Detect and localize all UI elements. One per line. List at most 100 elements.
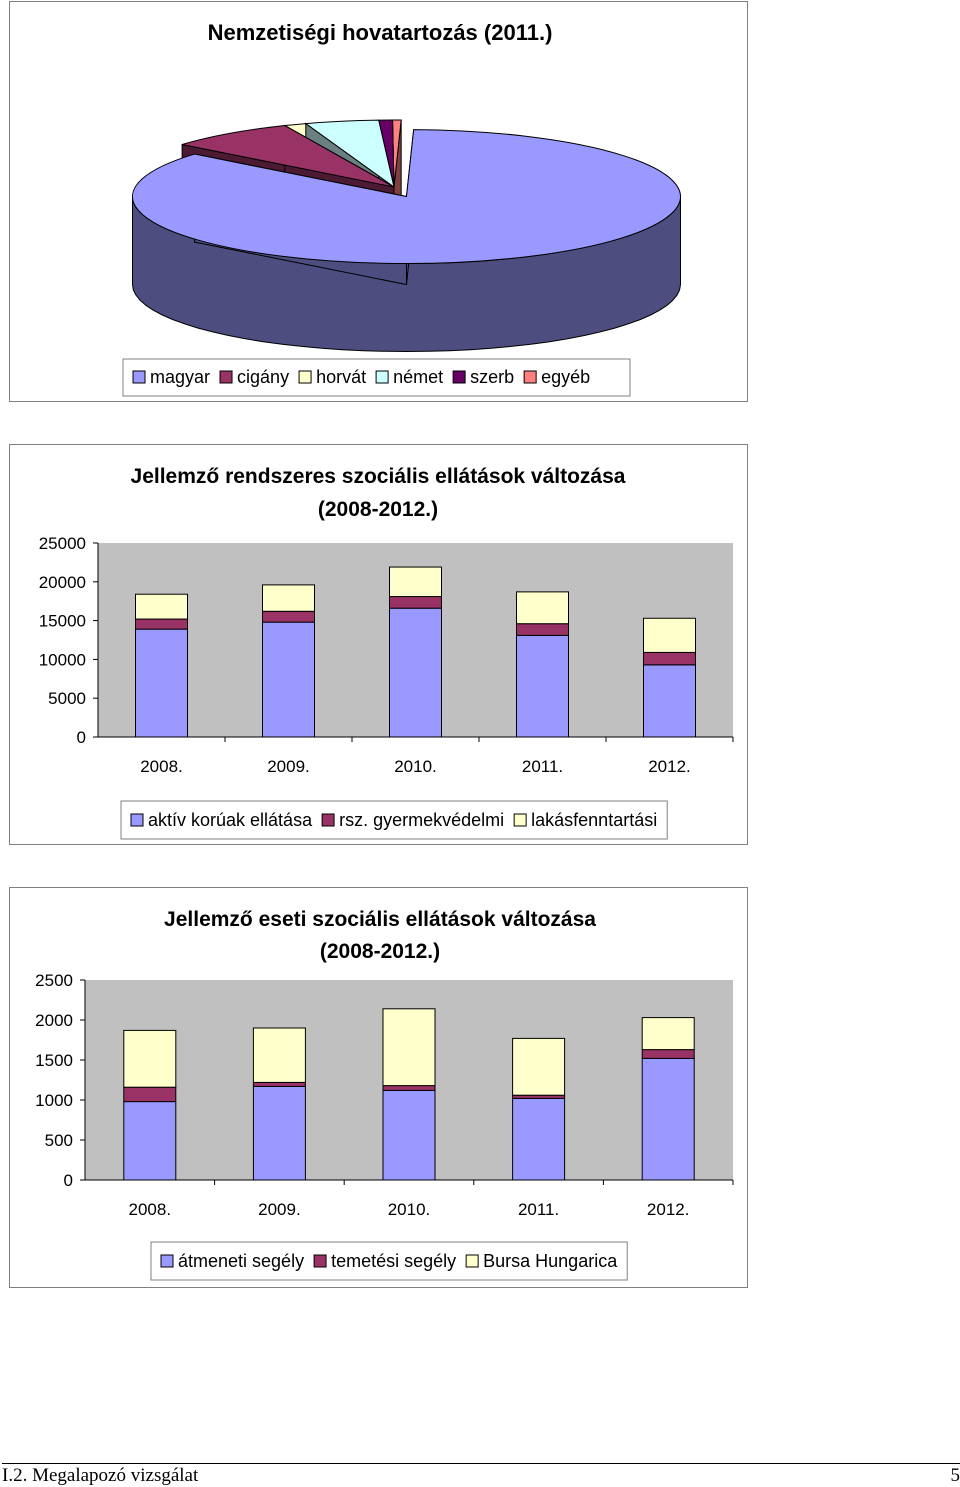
bar2-bar-bursa-hungarica-2009 <box>252 1027 306 1083</box>
legend-label-rsz-gyermekvedelmi: rsz. gyermekvédelmi <box>339 810 504 830</box>
bar1-bar-aktiv-koruak-ellatasa-2012 <box>643 664 696 738</box>
bar-chart-regular: Jellemző rendszeres szociális ellátások … <box>39 465 734 840</box>
legend-item-rsz-gyermekvedelmi: rsz. gyermekvédelmi <box>321 810 504 830</box>
legend-label-atmeneti-segely: átmeneti segély <box>178 1251 304 1271</box>
bar2-x-tick-label-2011: 2011. <box>518 1200 559 1219</box>
bar2-y-tick-label: 1500 <box>35 1051 73 1070</box>
bar2-y-tick-label: 1000 <box>35 1091 73 1110</box>
legend-item-bursa-hungarica: Bursa Hungarica <box>465 1251 618 1271</box>
legend-label-aktiv-koruak-ellatasa: aktív korúak ellátása <box>148 810 313 830</box>
bar1-y-tick-label: 20000 <box>39 573 86 592</box>
bar1-bar-rsz-gyermekvedelmi-2008 <box>135 618 188 630</box>
bar2-bar-atmeneti-segely-2012 <box>641 1057 695 1181</box>
bar2-bar-atmeneti-segely-2010 <box>382 1089 436 1181</box>
bar2-bar-bursa-hungarica-2011 <box>512 1037 566 1096</box>
legend-label-szerb: szerb <box>470 367 514 387</box>
pie-chart: Nemzetiségi hovatartozás (2011.) magyar c… <box>122 20 681 397</box>
pie-slice-magyar <box>132 129 681 353</box>
legend-swatch-rsz-gyermekvedelmi <box>321 813 335 827</box>
bar-chart-occasional-plot: 0 500 1000 1500 2000 2500 2008. 2009. 2010. 2011.… <box>35 971 734 1219</box>
bar1-bar-lakasfenntartasi-2010 <box>389 566 442 598</box>
legend-label-magyar: magyar <box>150 367 210 387</box>
legend-swatch-szerb <box>452 370 466 384</box>
bar2-bar-temetesi-segely-2010 <box>382 1085 436 1091</box>
bar1-bar-aktiv-koruak-ellatasa-2008 <box>135 628 188 738</box>
legend-swatch-temetesi-segely <box>313 1254 327 1268</box>
bar-chart-occasional-panel: Jellemző eseti szociális ellátások válto… <box>9 887 748 1288</box>
legend-item-cigany: cigány <box>219 367 289 387</box>
footer-page-number: 5 <box>950 1465 960 1486</box>
bar1-bar-rsz-gyermekvedelmi-2011 <box>516 623 569 636</box>
bar1-bar-aktiv-koruak-ellatasa-2010 <box>389 607 442 738</box>
bar1-y-tick-label: 15000 <box>39 612 86 631</box>
legend-item-magyar: magyar <box>132 367 210 387</box>
legend-swatch-cigany <box>219 370 233 384</box>
bar-chart-regular-panel: Jellemző rendszeres szociális ellátások … <box>9 444 748 845</box>
legend-label-lakasfenntartasi: lakásfenntartási <box>531 810 657 830</box>
pie-chart-title: Nemzetiségi hovatartozás (2011.) <box>208 20 553 45</box>
bar-chart-regular-legend: aktív korúak ellátása rsz. gyermekvédelmi… <box>120 800 668 840</box>
legend-swatch-bursa-hungarica <box>465 1254 479 1268</box>
bar1-bar-rsz-gyermekvedelmi-2010 <box>389 596 442 609</box>
legend-label-nemet: német <box>393 367 443 387</box>
bar1-y-tick-label: 25000 <box>39 534 86 553</box>
legend-item-horvat: horvát <box>298 367 366 387</box>
bar1-bar-rsz-gyermekvedelmi-2009 <box>262 610 315 623</box>
legend-swatch-lakasfenntartasi <box>513 813 527 827</box>
legend-swatch-magyar <box>132 370 146 384</box>
bar1-bar-aktiv-koruak-ellatasa-2009 <box>262 621 315 738</box>
legend-label-horvat: horvát <box>316 367 366 387</box>
bar-chart-occasional-title-line1: Jellemző eseti szociális ellátások válto… <box>164 908 596 931</box>
bar1-bar-lakasfenntartasi-2012 <box>643 617 696 653</box>
pie-chart-panel: Nemzetiségi hovatartozás (2011.) magyar c… <box>9 1 748 402</box>
bar1-y-tick-label: 0 <box>77 728 86 747</box>
bar2-legend-box <box>150 1241 628 1281</box>
bar2-x-tick-label-2009: 2009. <box>258 1200 301 1219</box>
bar1-bar-lakasfenntartasi-2011 <box>516 591 569 625</box>
legend-item-temetesi-segely: temetési segély <box>313 1251 456 1271</box>
legend-swatch-atmeneti-segely <box>160 1254 174 1268</box>
bar2-bar-temetesi-segely-2009 <box>252 1081 306 1087</box>
legend-swatch-aktiv-koruak-ellatasa <box>130 813 144 827</box>
legend-swatch-egyeb <box>523 370 537 384</box>
bar-chart-regular-plot: 0 5000 10000 15000 20000 25000 2008. 2009. 2010.… <box>39 534 734 776</box>
bar-chart-occasional-legend: átmeneti segély temetési segély Bursa Hung… <box>150 1241 628 1281</box>
bar1-x-tick-label-2011: 2011. <box>522 757 563 776</box>
legend-swatch-nemet <box>375 370 389 384</box>
footer-section-title: I.2. Megalapozó vizsgálat <box>2 1465 199 1486</box>
bar2-bar-atmeneti-segely-2008 <box>123 1101 177 1181</box>
legend-label-cigany: cigány <box>237 367 289 387</box>
bar2-bar-bursa-hungarica-2008 <box>123 1029 177 1088</box>
bar2-y-tick-label: 2000 <box>35 1011 73 1030</box>
legend-item-nemet: német <box>375 367 443 387</box>
bar1-legend-box <box>120 800 668 840</box>
page-footer: I.2. Megalapozó vizsgálat 5 <box>2 1463 960 1486</box>
bar2-y-tick-label: 0 <box>64 1171 73 1190</box>
bar1-x-tick-label-2009: 2009. <box>267 757 310 776</box>
bar-chart-regular-title-line1: Jellemző rendszeres szociális ellátások … <box>131 465 626 488</box>
bar-chart-regular-title-line2: (2008-2012.) <box>318 498 438 521</box>
bar2-y-tick-label: 2500 <box>35 971 73 990</box>
pie-legend: magyar cigány horvát német szerb egyéb <box>122 358 631 397</box>
bar2-bar-bursa-hungarica-2012 <box>641 1017 695 1051</box>
legend-item-egyeb: egyéb <box>523 367 590 387</box>
bar1-bar-rsz-gyermekvedelmi-2012 <box>643 651 696 666</box>
bar2-bar-atmeneti-segely-2009 <box>252 1085 306 1181</box>
bar1-bar-aktiv-koruak-ellatasa-2011 <box>516 634 569 738</box>
bar2-x-tick-label-2010: 2010. <box>388 1200 431 1219</box>
bar1-bar-lakasfenntartasi-2009 <box>262 584 315 612</box>
bar1-x-tick-label-2012: 2012. <box>648 757 691 776</box>
bar2-x-tick-label-2012: 2012. <box>647 1200 690 1219</box>
bar2-bar-bursa-hungarica-2010 <box>382 1008 436 1087</box>
bar-chart-occasional-title-line2: (2008-2012.) <box>320 940 440 963</box>
bar-chart-occasional: Jellemző eseti szociális ellátások válto… <box>35 908 734 1281</box>
bar1-y-tick-label: 10000 <box>39 650 86 669</box>
legend-label-temetesi-segely: temetési segély <box>331 1251 456 1271</box>
legend-item-atmeneti-segely: átmeneti segély <box>160 1251 304 1271</box>
legend-item-szerb: szerb <box>452 367 514 387</box>
bar2-bar-temetesi-segely-2012 <box>641 1049 695 1059</box>
legend-item-aktiv-koruak-ellatasa: aktív korúak ellátása <box>130 810 313 830</box>
bar2-x-tick-label-2008: 2008. <box>129 1200 172 1219</box>
bar1-x-tick-label-2010: 2010. <box>394 757 437 776</box>
legend-label-bursa-hungarica: Bursa Hungarica <box>483 1251 618 1271</box>
